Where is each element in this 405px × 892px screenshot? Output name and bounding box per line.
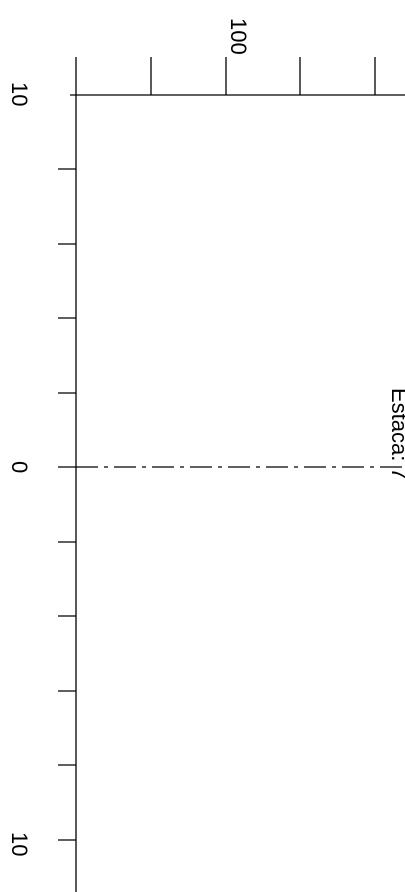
offset-label-bottom: 10 xyxy=(7,832,32,856)
offset-label-center: 0 xyxy=(7,461,32,473)
offset-label-top: 10 xyxy=(7,82,32,106)
station-caption: Estaca: 7 xyxy=(387,388,405,480)
elevation-label: 100 xyxy=(226,18,251,55)
